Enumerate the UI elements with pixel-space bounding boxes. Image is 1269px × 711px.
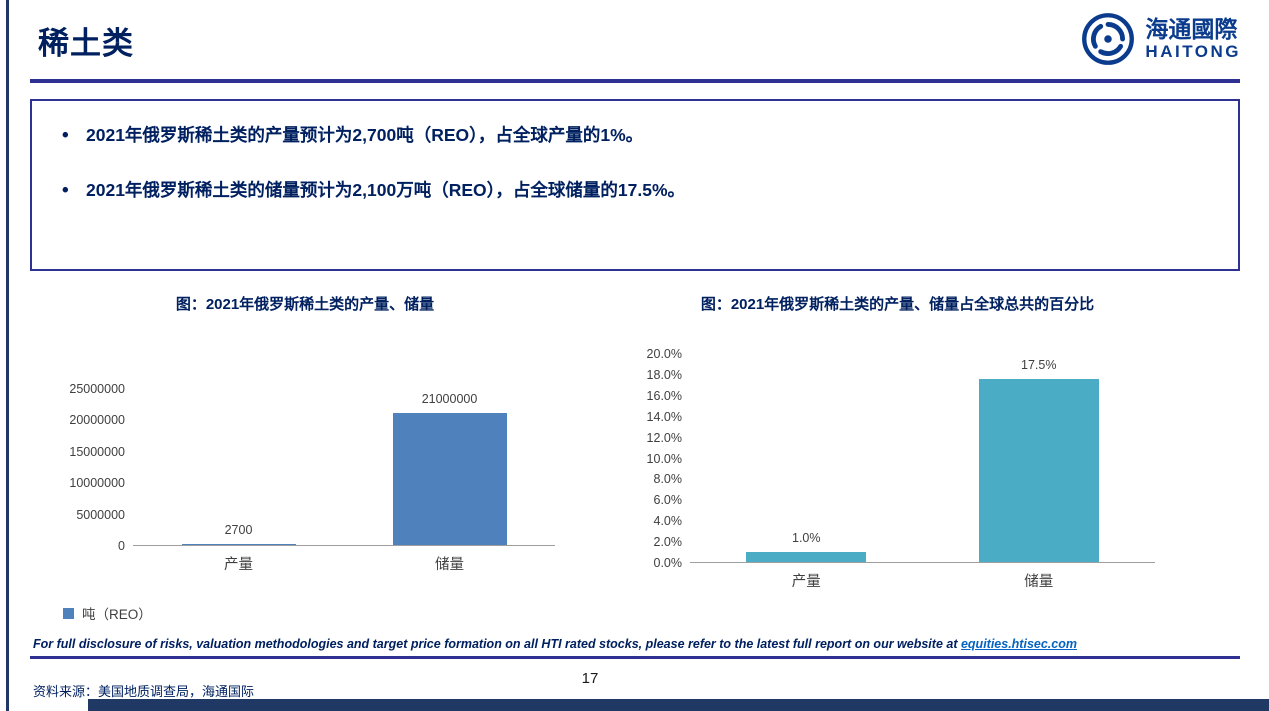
chart-bar-储量 <box>392 413 507 545</box>
y-axis-tick-label: 15000000 <box>69 444 125 459</box>
footer-divider <box>30 656 1240 659</box>
x-axis: 产量 储量 <box>133 553 555 579</box>
y-axis-tick-label: 6.0% <box>653 493 683 508</box>
y-axis: 20.0% 18.0% 16.0% 14.0% 12.0% 10.0% 8.0% 6.0% 4.… <box>640 347 690 570</box>
left-accent-bar <box>6 0 9 711</box>
disclaimer: For full disclosure of risks, valuation … <box>33 637 1239 651</box>
y-axis-tick-label: 0.0% <box>653 556 683 570</box>
chart-bar-储量 <box>978 379 1099 562</box>
summary-bullet-2: 2021年俄罗斯稀土类的储量预计为2,100万吨（REO），占全球储量的17.5… <box>58 179 1222 203</box>
bottom-bar <box>88 699 1269 711</box>
plot-column: 2700 21000000 产量 储量 <box>133 389 555 579</box>
summary-bullet-1: 2021年俄罗斯稀土类的产量预计为2,700吨（REO），占全球产量的1%。 <box>58 124 1222 148</box>
y-axis-tick-label: 20.0% <box>646 347 682 361</box>
plot-area: 1.0% 17.5% <box>690 354 1155 563</box>
y-axis-tick-label: 2.0% <box>653 535 683 550</box>
y-axis: 25000000 20000000 15000000 10000000 5000000 0 <box>55 382 133 553</box>
y-axis-tick-label: 10000000 <box>69 476 125 491</box>
y-axis-tick-label: 5000000 <box>76 507 125 522</box>
y-axis-tick-label: 4.0% <box>653 514 683 529</box>
bar-value-label: 1.0% <box>792 530 821 545</box>
y-axis-tick-label: 18.0% <box>646 367 682 382</box>
haitong-logo-icon <box>1081 12 1135 66</box>
logo-text: 海通國際 HAITONG <box>1145 16 1241 62</box>
chart-body: 25000000 20000000 15000000 10000000 5000000 0… <box>55 382 555 579</box>
chart-global-share: 图：2021年俄罗斯稀土类的产量、储量占全球总共的百分比 20.0% 18.0% 1… <box>640 295 1155 623</box>
chart-bar-产量 <box>181 544 296 545</box>
x-axis: 产量 储量 <box>690 570 1155 596</box>
logo-text-en: HAITONG <box>1145 42 1241 62</box>
chart-title-left: 图：2021年俄罗斯稀土类的产量、储量 <box>175 296 435 313</box>
charts-row: 图：2021年俄罗斯稀土类的产量、储量 25000000 20000000 1500… <box>55 295 1215 623</box>
bar-value-label: 2700 <box>224 523 253 537</box>
x-axis-category-label: 产量 <box>791 574 821 590</box>
chart-legend: 吨（REO） <box>63 603 555 623</box>
page-title: 稀土类 <box>38 26 134 61</box>
legend-label: 吨（REO） <box>82 607 152 622</box>
x-axis-category-label: 产量 <box>224 557 253 573</box>
disclaimer-text: For full disclosure of risks, valuation … <box>33 637 961 651</box>
title-divider <box>30 79 1240 83</box>
bar-value-label: 17.5% <box>1021 358 1057 373</box>
y-axis-tick-label: 10.0% <box>646 451 682 466</box>
summary-box: 2021年俄罗斯稀土类的产量预计为2,700吨（REO），占全球产量的1%。 2… <box>30 99 1240 271</box>
x-axis-category-label: 储量 <box>1024 574 1054 590</box>
y-axis-tick-label: 0 <box>118 539 125 553</box>
chart-title-right: 图：2021年俄罗斯稀土类的产量、储量占全球总共的百分比 <box>700 296 1095 313</box>
plot-column: 1.0% 17.5% 产量 储量 <box>690 354 1155 596</box>
source-note: 资料来源：美国地质调查局，海通国际 <box>33 684 255 699</box>
y-axis-tick-label: 14.0% <box>646 409 682 424</box>
x-axis-category-label: 储量 <box>435 557 464 573</box>
chart-bar-产量 <box>746 551 867 562</box>
y-axis-tick-label: 8.0% <box>653 472 683 487</box>
disclaimer-link[interactable]: equities.htisec.com <box>960 637 1077 651</box>
chart-body: 20.0% 18.0% 16.0% 14.0% 12.0% 10.0% 8.0% 6.0% 4.… <box>640 347 1155 596</box>
plot-area: 2700 21000000 <box>133 389 555 546</box>
summary-bullet-list: 2021年俄罗斯稀土类的产量预计为2,700吨（REO），占全球产量的1%。 2… <box>58 124 1222 203</box>
legend-swatch-icon <box>63 607 74 619</box>
y-axis-tick-label: 20000000 <box>69 413 125 428</box>
chart-production-reserves: 图：2021年俄罗斯稀土类的产量、储量 25000000 20000000 1500… <box>55 295 555 623</box>
bar-value-label: 21000000 <box>421 392 478 407</box>
page-number: 17 <box>581 670 599 687</box>
logo-text-cn: 海通國際 <box>1145 16 1238 42</box>
y-axis-tick-label: 12.0% <box>646 430 682 445</box>
haitong-logo: 海通國際 HAITONG <box>1081 12 1241 66</box>
y-axis-tick-label: 25000000 <box>69 382 125 396</box>
y-axis-tick-label: 16.0% <box>646 388 682 403</box>
